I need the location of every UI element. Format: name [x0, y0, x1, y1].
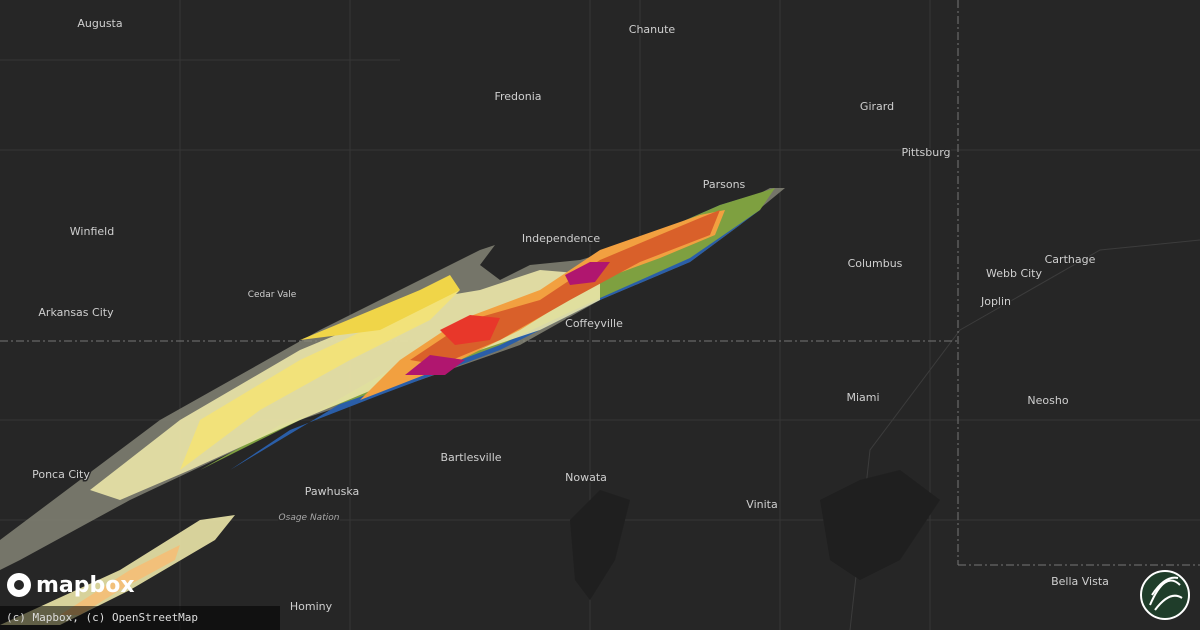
- place-label: Carthage: [1045, 253, 1096, 266]
- brand-badge: [1140, 570, 1190, 620]
- place-label: Chanute: [629, 23, 676, 36]
- place-label: Independence: [522, 232, 600, 245]
- place-label: Columbus: [848, 257, 903, 270]
- place-label: Nowata: [565, 471, 607, 484]
- place-label: Hominy: [290, 600, 333, 613]
- place-label: Osage Nation: [279, 513, 340, 523]
- place-label: Parsons: [703, 178, 746, 191]
- place-label: Augusta: [77, 17, 122, 30]
- place-label: Vinita: [746, 498, 777, 511]
- place-label: Bella Vista: [1051, 575, 1109, 588]
- place-label: Fredonia: [494, 90, 541, 103]
- logo-text: mapbox: [36, 573, 135, 598]
- place-label: Webb City: [986, 267, 1043, 280]
- attribution-bg: [0, 606, 280, 630]
- place-label: Winfield: [70, 225, 114, 238]
- place-label: Pawhuska: [305, 485, 359, 498]
- place-label: Neosho: [1027, 394, 1068, 407]
- place-label: Ponca City: [32, 468, 90, 481]
- place-label: Arkansas City: [38, 306, 114, 319]
- place-label: Pittsburg: [901, 146, 950, 159]
- hail-swath: [0, 188, 785, 625]
- place-label: Coffeyville: [565, 317, 623, 330]
- place-label: Cedar Vale: [248, 290, 297, 300]
- place-label: Bartlesville: [440, 451, 501, 464]
- place-label: Joplin: [980, 295, 1011, 308]
- logo-icon: [14, 580, 24, 590]
- logo: mapbox: [7, 573, 135, 598]
- place-label: Girard: [860, 100, 894, 113]
- place-labels: Augusta Chanute Fredonia Girard Pittsburg Par…: [31, 16, 1111, 615]
- attribution[interactable]: (c) Mapbox, (c) OpenStreetMap: [6, 611, 198, 624]
- place-label: Miami: [846, 391, 879, 404]
- lakes: [570, 470, 940, 600]
